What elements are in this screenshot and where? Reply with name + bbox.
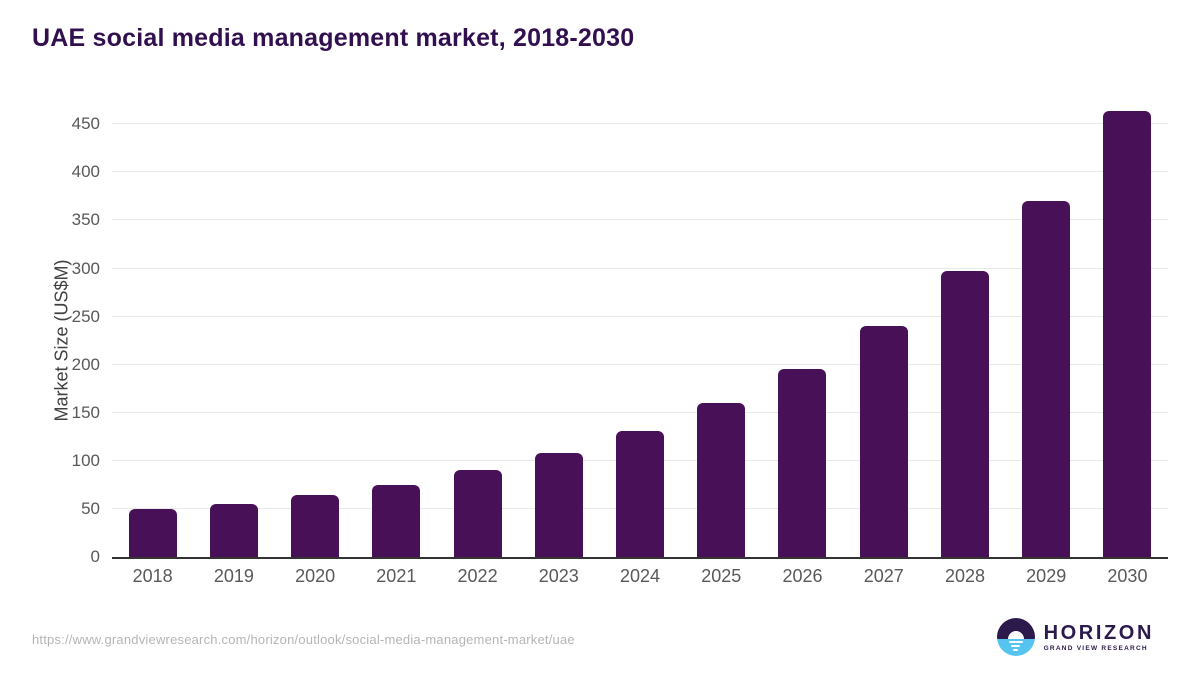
bar-2026 [778,369,827,557]
bar-slot-2023 [518,105,599,557]
bar-slot-2027 [843,105,924,557]
logo-text: HORIZON GRAND VIEW RESEARCH [1044,622,1154,652]
gridline-350 [112,219,1168,221]
x-label-2026: 2026 [782,566,823,586]
bars-container [112,105,1168,557]
y-axis-title: Market Size (US$M) [51,259,72,422]
x-label-2029: 2029 [1026,566,1067,586]
x-label-2028: 2028 [944,566,985,586]
bar-slot-2020 [274,105,355,557]
bar-2025 [697,403,746,557]
bar-slot-2030 [1087,105,1168,557]
source-url: https://www.grandviewresearch.com/horizo… [32,632,575,647]
bar-2028 [940,271,989,557]
bar-2021 [372,484,421,557]
x-label-2022: 2022 [457,566,498,586]
y-tick-200: 200 [71,354,100,374]
gridline-250 [112,315,1168,317]
y-tick-150: 150 [71,402,100,422]
bar-slot-2022 [437,105,518,557]
bar-2019 [209,504,258,557]
y-tick-100: 100 [71,450,100,470]
bar-slot-2021 [356,105,437,557]
y-tick-400: 400 [71,162,100,182]
y-tick-300: 300 [71,258,100,278]
bar-2020 [291,495,340,557]
bar-slot-2025 [681,105,762,557]
bar-2030 [1103,110,1152,557]
bar-slot-2019 [193,105,274,557]
sunrise-horizon-icon [996,618,1035,656]
x-label-2019: 2019 [213,566,254,586]
logo-subbrand: GRAND VIEW RESEARCH [1043,645,1148,652]
bar-slot-2018 [112,105,193,557]
bar-slot-2028 [924,105,1005,557]
bar-2022 [453,470,502,557]
bar-2029 [1022,201,1071,557]
gridline-200 [112,363,1168,365]
x-label-2021: 2021 [376,566,417,586]
gridline-400 [112,171,1168,173]
bar-2023 [534,453,583,557]
x-label-2018: 2018 [132,566,173,586]
bar-2027 [859,326,908,557]
bar-slot-2024 [599,105,680,557]
x-label-2024: 2024 [620,566,661,586]
x-label-2025: 2025 [701,566,742,586]
y-tick-450: 450 [71,114,100,134]
x-axis-labels: 2018 2019 2020 2021 2022 2023 2024 2025 2026 2027… [112,566,1168,587]
logo-brand: HORIZON [1043,622,1154,644]
bar-2024 [616,431,665,557]
y-tick-250: 250 [71,306,100,326]
x-label-2023: 2023 [538,566,579,586]
y-tick-50: 50 [81,498,100,518]
horizon-logo: HORIZON GRAND VIEW RESEARCH [996,618,1154,656]
bar-slot-2029 [1006,105,1087,557]
gridline-450 [112,123,1168,125]
bar-2018 [128,508,177,557]
y-tick-350: 350 [71,210,100,230]
page-title: UAE social media management market, 2018… [32,24,635,52]
gridline-150 [112,411,1168,413]
plot-area: 0 50 100 150 200 250 300 350 400 450 [72,105,1168,566]
bar-slot-2026 [762,105,843,557]
gridline-300 [112,267,1168,269]
x-label-2030: 2030 [1107,566,1148,586]
y-tick-0: 0 [90,547,100,566]
x-label-2020: 2020 [295,566,336,586]
x-label-2027: 2027 [863,566,904,586]
